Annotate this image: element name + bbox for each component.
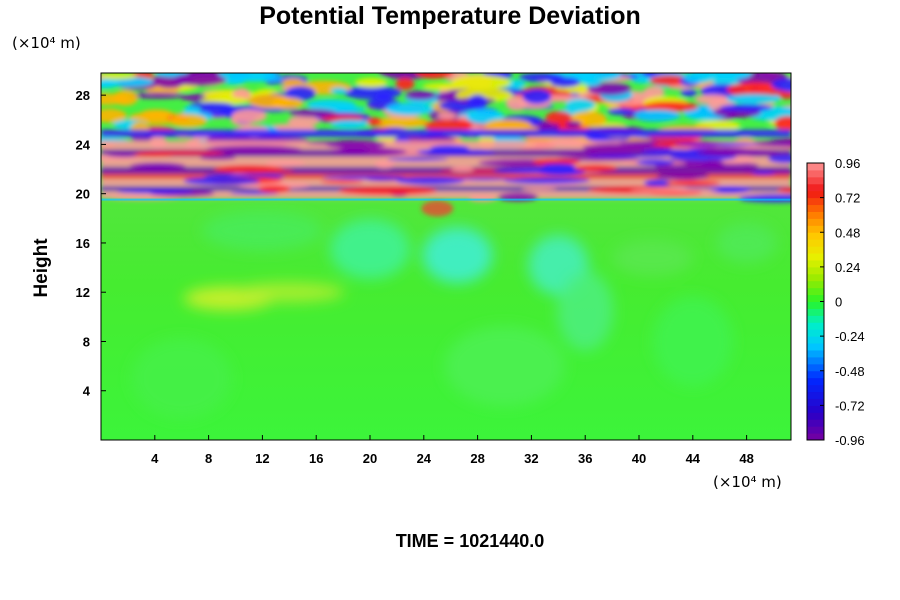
colorbar-segment [807, 225, 824, 233]
colorbar-segment [807, 377, 824, 386]
colorbar-segment [807, 419, 824, 427]
colorbar-tick-label: 0.48 [835, 225, 860, 240]
x-tick-label: 24 [417, 451, 432, 466]
colorbar-segment [807, 197, 824, 206]
colorbar-segment [807, 398, 824, 406]
x-tick-label: 16 [309, 451, 323, 466]
x-tick-label: 44 [686, 451, 701, 466]
colorbar-segment [807, 163, 824, 171]
colorbar-segment [807, 232, 824, 240]
x-axis-unit: (×10⁴ m) [713, 473, 782, 491]
x-tick-label: 8 [205, 451, 212, 466]
colorbar-segment [807, 273, 824, 282]
colorbar-segment [807, 322, 824, 330]
y-tick-label: 16 [76, 236, 90, 251]
colorbar-segment [807, 349, 824, 358]
time-label: TIME = 1021440.0 [395, 531, 545, 551]
chart-title: Potential Temperature Deviation [259, 2, 641, 30]
colorbar-segment [807, 405, 824, 413]
x-tick-label: 32 [524, 451, 538, 466]
colorbar-segment [807, 169, 824, 178]
y-tick-label: 24 [76, 137, 91, 152]
colorbar-tick-label: -0.96 [835, 433, 865, 448]
x-tick-label: 40 [632, 451, 646, 466]
colorbar-segment [807, 176, 824, 185]
colorbar-segment [807, 343, 824, 351]
colorbar-segment [807, 266, 824, 275]
y-tick-label: 12 [76, 285, 90, 300]
colorbar-segment [807, 370, 824, 379]
x-tick-label: 28 [470, 451, 484, 466]
colorbar-segment [807, 412, 824, 420]
colorbar-segment [807, 384, 824, 393]
y-tick-label: 28 [76, 88, 90, 103]
y-axis: 4 8 12 16 20 24 28 [76, 88, 106, 399]
colorbar-segment [807, 218, 824, 226]
colorbar-segment [807, 329, 824, 337]
colorbar-segment [807, 280, 824, 289]
colorbar-segment [807, 336, 824, 344]
colorbar-segment [807, 356, 824, 365]
y-tick-label: 8 [83, 334, 90, 349]
colorbar-tick-label: -0.72 [835, 398, 865, 413]
colorbar-segment [807, 294, 824, 302]
colorbar-tick-label: 0 [835, 295, 842, 310]
x-axis: 4 8 12 16 20 24 28 32 36 40 44 48 [151, 435, 754, 466]
colorbar-segment [807, 259, 824, 268]
colorbar-segment [807, 190, 824, 199]
colorbar-segment [807, 301, 824, 309]
colorbar-tick-label: 0.24 [835, 260, 860, 275]
colorbar-segment [807, 239, 824, 247]
plot-frame [100, 72, 792, 441]
colorbar-segment [807, 308, 824, 316]
colorbar-tick-label: 0.96 [835, 156, 860, 171]
colorbar-tick-label: -0.48 [835, 364, 865, 379]
colorbar-segment [807, 391, 824, 399]
colorbar-segment [807, 211, 824, 219]
colorbar-segment [807, 204, 824, 212]
colorbar-segment [807, 287, 824, 296]
colorbar-segment [807, 426, 824, 434]
colorbar: 0.96 0.72 0.48 0.24 0 -0.24 -0.48 -0.72 -0.96 [806, 156, 865, 448]
x-tick-label: 48 [739, 451, 753, 466]
x-tick-label: 4 [151, 451, 159, 466]
colorbar-tick-label: 0.72 [835, 191, 860, 206]
colorbar-segment [807, 363, 824, 372]
colorbar-tick-label: -0.24 [835, 329, 865, 344]
colorbar-segment [807, 253, 824, 261]
colorbar-segment [807, 315, 824, 323]
x-tick-label: 12 [255, 451, 269, 466]
y-axis-unit: (×10⁴ m) [12, 34, 81, 52]
colorbar-segment [807, 246, 824, 254]
y-tick-label: 20 [76, 187, 90, 202]
colorbar-segment [807, 433, 824, 441]
y-tick-label: 4 [83, 384, 91, 399]
x-tick-label: 36 [578, 451, 592, 466]
x-tick-label: 20 [363, 451, 377, 466]
heatmap-field [101, 73, 791, 440]
colorbar-segment [807, 183, 824, 192]
